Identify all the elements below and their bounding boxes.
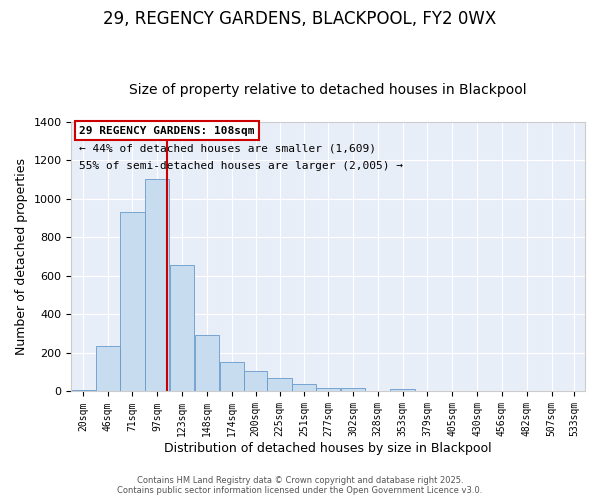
Bar (220, 362, 244, 392)
Bar (391, 389, 415, 392)
Bar (244, 371, 267, 392)
Y-axis label: Number of detached properties: Number of detached properties (15, 158, 28, 355)
Text: 55% of semi-detached houses are larger (2,005) →: 55% of semi-detached houses are larger (… (79, 161, 403, 171)
Text: ← 44% of detached houses are smaller (1,609): ← 44% of detached houses are smaller (1,… (79, 144, 376, 154)
X-axis label: Distribution of detached houses by size in Blackpool: Distribution of detached houses by size … (164, 442, 492, 455)
Bar (121, 212, 145, 392)
Bar (292, 384, 316, 392)
Text: 29, REGENCY GARDENS, BLACKPOOL, FY2 0WX: 29, REGENCY GARDENS, BLACKPOOL, FY2 0WX (103, 10, 497, 28)
Bar (490, 390, 514, 392)
Bar (95, 346, 120, 392)
Bar (268, 378, 292, 392)
Bar (316, 388, 340, 392)
Bar (71, 390, 95, 392)
Title: Size of property relative to detached houses in Blackpool: Size of property relative to detached ho… (130, 83, 527, 97)
Bar (341, 388, 365, 392)
Bar (170, 266, 194, 392)
Bar (145, 178, 169, 392)
Text: 29 REGENCY GARDENS: 108sqm: 29 REGENCY GARDENS: 108sqm (79, 126, 254, 136)
Bar (195, 334, 219, 392)
Text: Contains HM Land Registry data © Crown copyright and database right 2025.
Contai: Contains HM Land Registry data © Crown c… (118, 476, 482, 495)
